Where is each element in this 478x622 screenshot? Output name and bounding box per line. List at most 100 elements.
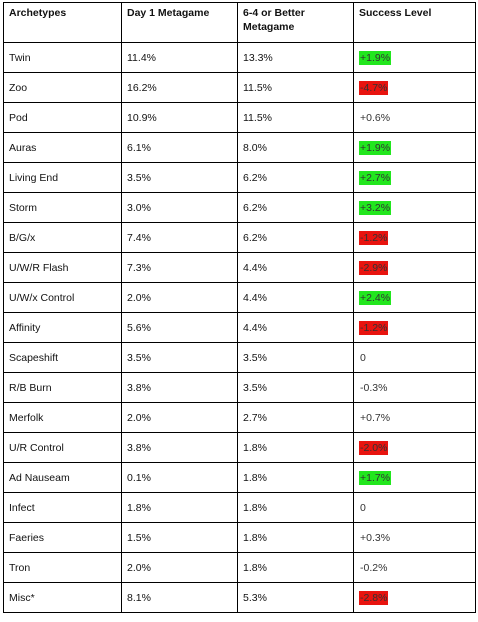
archetype-cell: Affinity — [3, 312, 122, 343]
success-level-cell: -2.8% — [353, 582, 476, 613]
success-level-value: -2.0% — [359, 440, 389, 455]
archetype-cell: Auras — [3, 132, 122, 163]
better-metagame-cell: 13.3% — [237, 42, 354, 73]
success-level-cell: -2.0% — [353, 432, 476, 463]
better-metagame-cell: 2.7% — [237, 402, 354, 433]
success-level-cell: -0.3% — [353, 372, 476, 403]
table-row: U/W/x Control 2.0% 4.4% +2.4% — [3, 282, 476, 313]
day1-metagame-cell: 10.9% — [121, 102, 238, 133]
day1-metagame-cell: 3.0% — [121, 192, 238, 223]
day1-metagame-cell: 5.6% — [121, 312, 238, 343]
success-level-cell: +0.6% — [353, 102, 476, 133]
better-metagame-cell: 11.5% — [237, 72, 354, 103]
table-row: Pod 10.9% 11.5% +0.6% — [3, 102, 476, 133]
table-row: B/G/x 7.4% 6.2% -1.2% — [3, 222, 476, 253]
success-level-value: -0.3% — [360, 381, 388, 394]
table-row: U/W/R Flash 7.3% 4.4% -2.9% — [3, 252, 476, 283]
header-row: Archetypes Day 1 Metagame 6-4 or Better … — [3, 2, 476, 43]
table-row: Auras 6.1% 8.0% +1.9% — [3, 132, 476, 163]
better-metagame-cell: 6.2% — [237, 162, 354, 193]
header-success-level: Success Level — [353, 2, 476, 43]
table-row: Affinity 5.6% 4.4% -1.2% — [3, 312, 476, 343]
success-level-value: +1.9% — [359, 140, 392, 155]
success-level-cell: 0 — [353, 342, 476, 373]
success-level-value: -4.7% — [359, 80, 389, 95]
day1-metagame-cell: 7.3% — [121, 252, 238, 283]
table-header: Archetypes Day 1 Metagame 6-4 or Better … — [3, 2, 476, 43]
archetype-cell: U/W/R Flash — [3, 252, 122, 283]
success-level-cell: +3.2% — [353, 192, 476, 223]
archetype-cell: Ad Nauseam — [3, 462, 122, 493]
archetype-cell: B/G/x — [3, 222, 122, 253]
header-better-metagame: 6-4 or Better Metagame — [237, 2, 354, 43]
archetype-cell: U/R Control — [3, 432, 122, 463]
archetype-cell: Pod — [3, 102, 122, 133]
day1-metagame-cell: 3.5% — [121, 162, 238, 193]
success-level-cell: +2.4% — [353, 282, 476, 313]
success-level-value: +3.2% — [359, 200, 392, 215]
success-level-value: +2.4% — [359, 290, 392, 305]
table-row: Tron 2.0% 1.8% -0.2% — [3, 552, 476, 583]
better-metagame-cell: 1.8% — [237, 462, 354, 493]
success-level-value: +0.3% — [360, 531, 391, 544]
archetype-cell: Misc* — [3, 582, 122, 613]
better-metagame-cell: 4.4% — [237, 282, 354, 313]
table-row: Storm 3.0% 6.2% +3.2% — [3, 192, 476, 223]
success-level-cell: -1.2% — [353, 222, 476, 253]
table-row: Misc* 8.1% 5.3% -2.8% — [3, 582, 476, 613]
day1-metagame-cell: 16.2% — [121, 72, 238, 103]
archetype-cell: Scapeshift — [3, 342, 122, 373]
success-level-cell: -2.9% — [353, 252, 476, 283]
archetype-cell: Infect — [3, 492, 122, 523]
table-row: Zoo 16.2% 11.5% -4.7% — [3, 72, 476, 103]
success-level-value: +1.9% — [359, 50, 392, 65]
archetype-cell: U/W/x Control — [3, 282, 122, 313]
success-level-cell: +1.7% — [353, 462, 476, 493]
table-row: Faeries 1.5% 1.8% +0.3% — [3, 522, 476, 553]
better-metagame-cell: 6.2% — [237, 192, 354, 223]
success-level-cell: +1.9% — [353, 132, 476, 163]
better-metagame-cell: 1.8% — [237, 522, 354, 553]
better-metagame-cell: 3.5% — [237, 372, 354, 403]
success-level-value: -2.9% — [359, 260, 389, 275]
success-level-cell: 0 — [353, 492, 476, 523]
archetype-cell: Faeries — [3, 522, 122, 553]
table-row: R/B Burn 3.8% 3.5% -0.3% — [3, 372, 476, 403]
header-archetypes: Archetypes — [3, 2, 122, 43]
table-row: U/R Control 3.8% 1.8% -2.0% — [3, 432, 476, 463]
success-level-cell: -4.7% — [353, 72, 476, 103]
success-level-value: 0 — [360, 501, 366, 514]
metagame-table-container: Archetypes Day 1 Metagame 6-4 or Better … — [3, 2, 476, 613]
better-metagame-cell: 3.5% — [237, 342, 354, 373]
day1-metagame-cell: 3.5% — [121, 342, 238, 373]
better-metagame-cell: 11.5% — [237, 102, 354, 133]
day1-metagame-cell: 8.1% — [121, 582, 238, 613]
success-level-value: -2.8% — [359, 590, 389, 605]
day1-metagame-cell: 0.1% — [121, 462, 238, 493]
day1-metagame-cell: 11.4% — [121, 42, 238, 73]
better-metagame-cell: 5.3% — [237, 582, 354, 613]
table-row: Scapeshift 3.5% 3.5% 0 — [3, 342, 476, 373]
success-level-value: 0 — [360, 351, 366, 364]
success-level-value: +1.7% — [359, 470, 392, 485]
success-level-value: +2.7% — [359, 170, 392, 185]
success-level-value: -0.2% — [360, 561, 388, 574]
better-metagame-cell: 1.8% — [237, 552, 354, 583]
better-metagame-cell: 8.0% — [237, 132, 354, 163]
success-level-cell: +0.7% — [353, 402, 476, 433]
table-row: Ad Nauseam 0.1% 1.8% +1.7% — [3, 462, 476, 493]
metagame-table: Archetypes Day 1 Metagame 6-4 or Better … — [3, 2, 476, 613]
success-level-value: -1.2% — [359, 320, 389, 335]
archetype-cell: R/B Burn — [3, 372, 122, 403]
table-row: Merfolk 2.0% 2.7% +0.7% — [3, 402, 476, 433]
better-metagame-cell: 4.4% — [237, 312, 354, 343]
better-metagame-cell: 1.8% — [237, 432, 354, 463]
table-row: Twin 11.4% 13.3% +1.9% — [3, 42, 476, 73]
success-level-cell: +1.9% — [353, 42, 476, 73]
table-row: Infect 1.8% 1.8% 0 — [3, 492, 476, 523]
success-level-cell: +0.3% — [353, 522, 476, 553]
day1-metagame-cell: 7.4% — [121, 222, 238, 253]
success-level-value: +0.7% — [360, 411, 391, 424]
day1-metagame-cell: 1.8% — [121, 492, 238, 523]
archetype-cell: Tron — [3, 552, 122, 583]
